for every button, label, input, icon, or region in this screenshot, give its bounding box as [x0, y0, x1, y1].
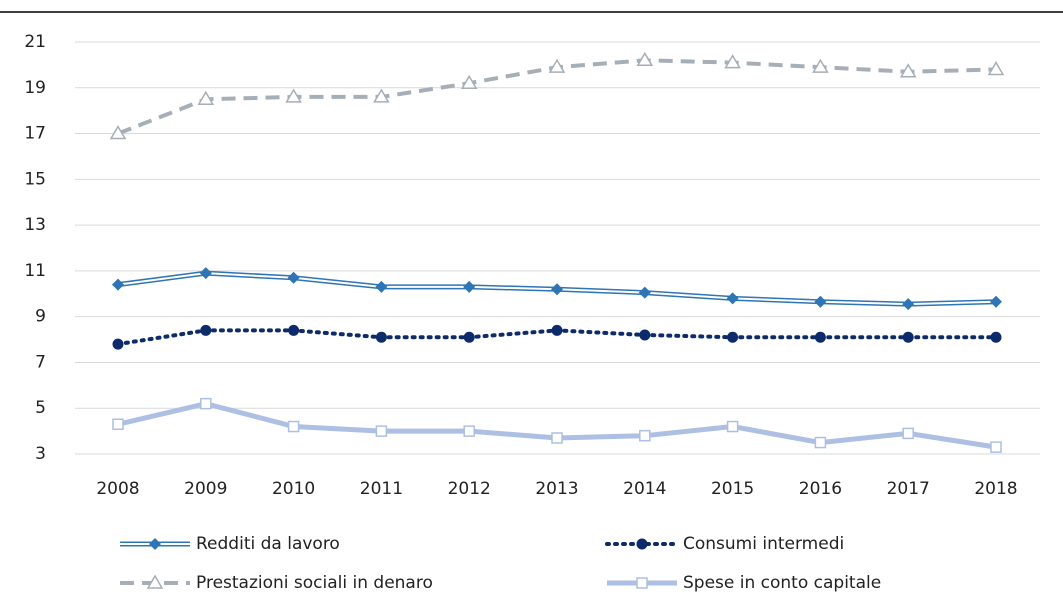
x-tick-label: 2014: [623, 479, 666, 499]
point-marker: [551, 432, 563, 444]
point-marker: [287, 271, 300, 284]
point-marker: [199, 267, 212, 280]
legend-marker: [149, 538, 161, 550]
point-marker: [460, 74, 478, 89]
point-marker: [636, 51, 654, 67]
x-tick-label: 2011: [360, 479, 403, 499]
point-marker: [990, 295, 1002, 308]
legend-marker: [636, 538, 648, 550]
x-tick-label: 2013: [535, 479, 578, 499]
y-tick-label: 21: [24, 32, 46, 52]
point-marker: [551, 283, 563, 296]
y-tick-label: 3: [35, 444, 46, 464]
y-tick-label: 7: [35, 352, 46, 372]
y-tick-label: 19: [24, 78, 46, 98]
point-marker: [639, 329, 651, 341]
point-marker: [812, 58, 829, 73]
x-tick-label: 2012: [448, 479, 491, 499]
point-marker: [112, 338, 124, 350]
x-tick-label: 2008: [96, 479, 139, 499]
point-marker: [814, 295, 827, 308]
point-marker: [112, 278, 124, 291]
x-tick-label: 2015: [711, 479, 754, 499]
point-marker: [548, 58, 566, 73]
point-marker: [814, 331, 826, 343]
legend-marker: [636, 577, 648, 589]
point-marker: [551, 324, 563, 336]
point-marker: [463, 331, 475, 343]
y-tick-label: 5: [35, 398, 46, 418]
legend-label: Prestazioni sociali in denaro: [196, 573, 433, 593]
legend-label: Spese in conto capitale: [683, 573, 881, 593]
point-marker: [987, 60, 1005, 76]
point-marker: [902, 298, 915, 311]
point-marker: [200, 324, 212, 336]
point-marker: [288, 324, 300, 336]
point-marker: [726, 420, 739, 433]
x-tick-label: 2010: [272, 479, 315, 499]
y-tick-label: 9: [35, 307, 46, 327]
point-marker: [899, 63, 917, 78]
x-tick-label: 2017: [887, 479, 930, 499]
point-marker: [726, 292, 739, 305]
point-marker: [727, 331, 739, 343]
point-marker: [287, 420, 300, 433]
y-tick-label: 13: [24, 215, 46, 235]
point-marker: [990, 331, 1002, 343]
point-marker: [373, 88, 390, 103]
legend-label: Redditi da lavoro: [196, 534, 340, 554]
legend-label: Consumi intermedi: [683, 534, 844, 554]
point-marker: [375, 425, 388, 437]
point-marker: [112, 418, 124, 430]
point-marker: [375, 280, 388, 293]
point-marker: [463, 425, 475, 437]
x-tick-label: 2016: [799, 479, 842, 499]
point-marker: [902, 427, 914, 440]
point-marker: [285, 88, 302, 103]
point-marker: [724, 54, 741, 69]
point-marker: [375, 331, 387, 343]
x-tick-label: 2018: [974, 479, 1017, 499]
point-marker: [902, 331, 914, 343]
point-marker: [197, 90, 215, 105]
y-tick-label: 11: [24, 261, 46, 281]
point-marker: [200, 397, 212, 410]
point-marker: [463, 280, 476, 293]
y-tick-label: 17: [24, 124, 46, 144]
point-marker: [109, 125, 127, 140]
point-marker: [990, 441, 1002, 453]
point-marker: [639, 429, 651, 442]
point-marker: [814, 436, 827, 449]
y-tick-label: 15: [24, 169, 46, 189]
point-marker: [638, 286, 651, 299]
x-tick-label: 2009: [184, 479, 227, 499]
legend-marker: [146, 574, 164, 589]
